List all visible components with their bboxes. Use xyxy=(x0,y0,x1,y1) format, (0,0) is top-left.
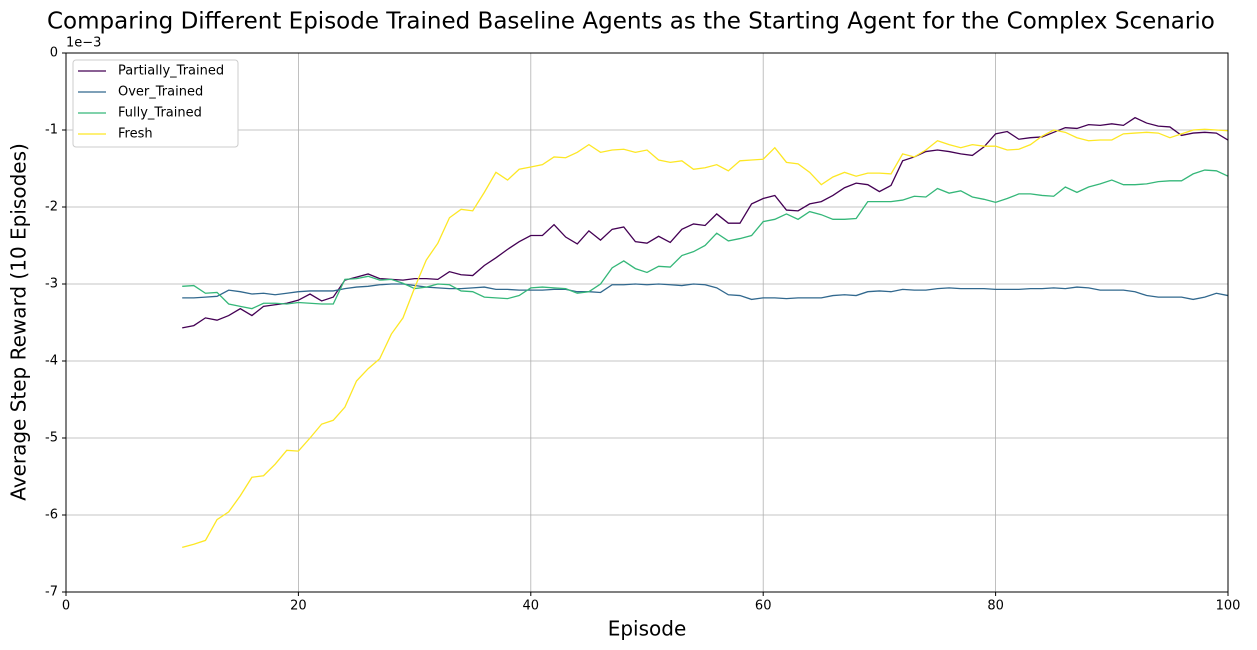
x-tick-label: 80 xyxy=(987,599,1004,614)
legend-label: Partially_Trained xyxy=(118,64,224,79)
y-offset-label: 1e−3 xyxy=(66,36,101,51)
plot-frame xyxy=(65,52,1229,593)
x-tick-label: 40 xyxy=(523,599,540,614)
line-series xyxy=(182,116,1229,329)
x-tick-label: 60 xyxy=(755,599,772,614)
y-tick-label: -5 xyxy=(45,431,58,446)
x-tick-label: 0 xyxy=(62,599,70,614)
line-series xyxy=(182,128,1229,548)
y-tick-label: -2 xyxy=(45,200,58,215)
legend-label: Over_Trained xyxy=(118,85,203,100)
chart-title: Comparing Different Episode Trained Base… xyxy=(47,9,1215,35)
y-axis-label: Average Step Reward (10 Episodes) xyxy=(7,143,31,501)
line-series xyxy=(182,169,1229,310)
line-series xyxy=(182,283,1229,301)
y-tick-label: -1 xyxy=(45,123,58,138)
x-tick-label: 100 xyxy=(1216,599,1241,614)
legend-label: Fully_Trained xyxy=(118,106,202,121)
y-tick-label: -6 xyxy=(45,508,58,523)
y-tick-label: -7 xyxy=(45,585,58,600)
legend-box xyxy=(72,59,239,148)
legend-label: Fresh xyxy=(118,127,153,142)
x-axis-label: Episode xyxy=(608,617,687,641)
y-tick-label: 0 xyxy=(50,46,58,61)
y-tick-label: -4 xyxy=(45,354,58,369)
x-tick-label: 20 xyxy=(290,599,307,614)
y-tick-label: -3 xyxy=(45,277,58,292)
